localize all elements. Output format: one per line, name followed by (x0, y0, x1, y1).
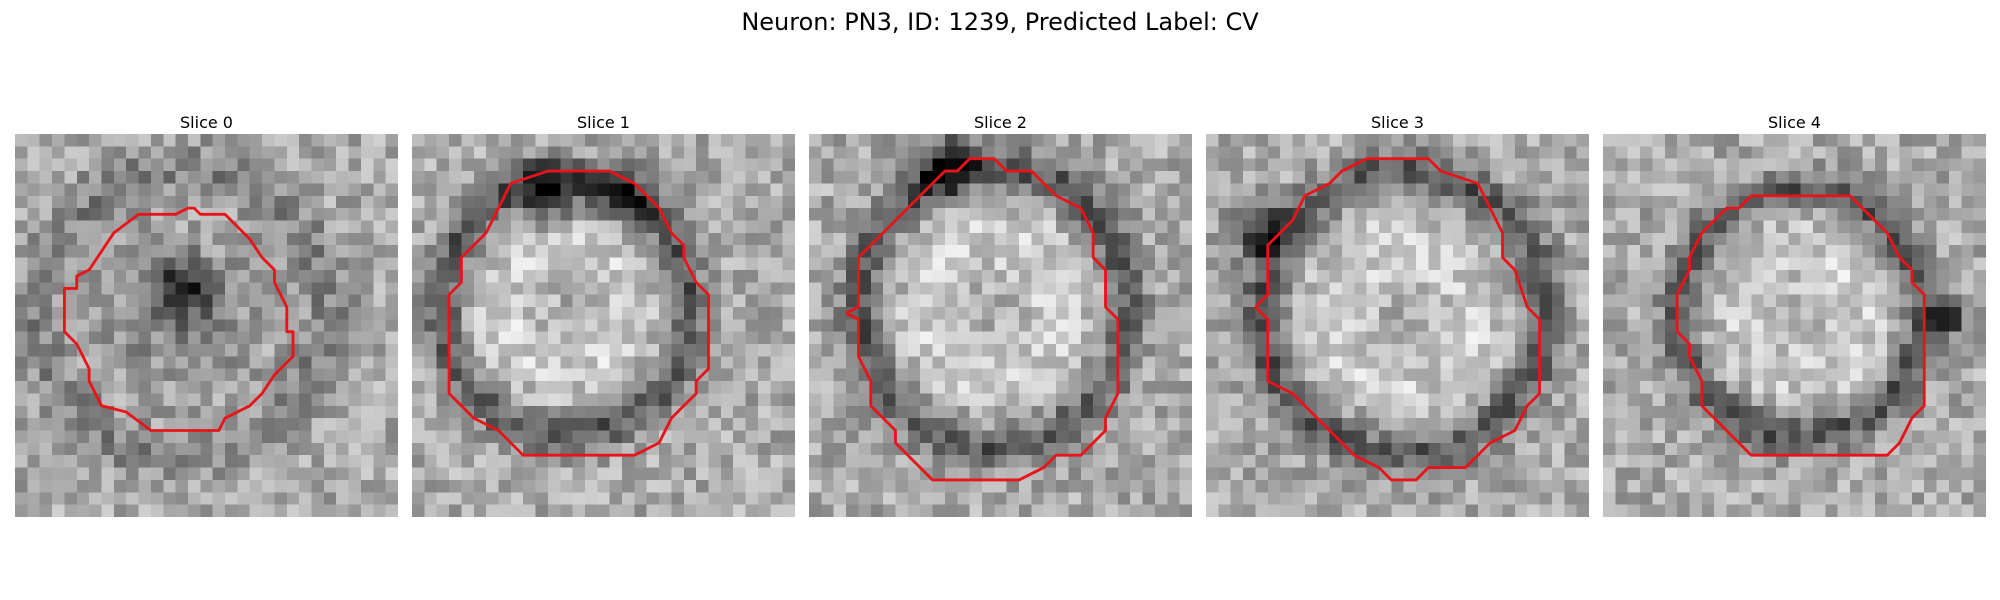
roi-contour (845, 157, 1120, 482)
figure-title: Neuron: PN3, ID: 1239, Predicted Label: … (741, 8, 1259, 36)
slice-title: Slice 0 (180, 113, 233, 132)
slice-title: Slice 1 (577, 113, 630, 132)
slice-image (412, 134, 795, 517)
roi-contour (1254, 157, 1542, 482)
slice-title: Slice 4 (1768, 113, 1821, 132)
roi-contour (62, 206, 295, 432)
slice-image (1206, 134, 1589, 517)
slice-image (1603, 134, 1986, 517)
slice-panel-3: Slice 3 (1206, 112, 1589, 517)
roi-contour (1675, 194, 1926, 457)
slice-panel-4: Slice 4 (1603, 112, 1986, 517)
slice-panel-2: Slice 2 (809, 112, 1192, 517)
roi-contour (447, 169, 710, 457)
slice-panel-0: Slice 0 (15, 112, 398, 517)
slice-panel-1: Slice 1 (412, 112, 795, 517)
slice-image (15, 134, 398, 517)
slice-image (809, 134, 1192, 517)
slice-title: Slice 3 (1371, 113, 1424, 132)
slice-title: Slice 2 (974, 113, 1027, 132)
